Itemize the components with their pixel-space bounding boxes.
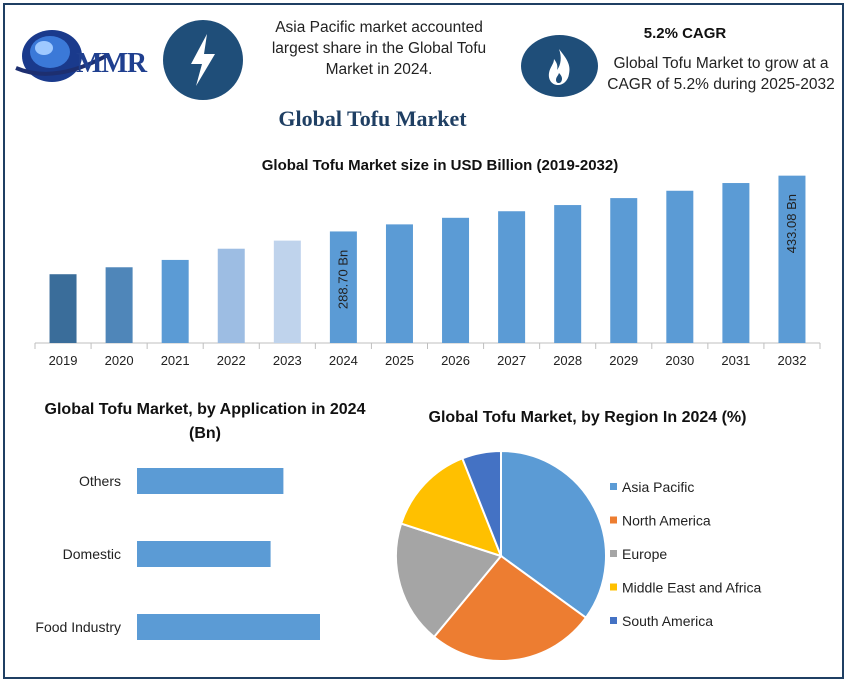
mmr-logo — [14, 22, 159, 84]
x-tick-label: 2029 — [609, 353, 638, 368]
legend-label: Middle East and Africa — [622, 580, 762, 596]
legend-swatch — [610, 483, 617, 490]
bar-2022 — [217, 248, 245, 343]
pie-slice-asia-pacific — [500, 449, 607, 620]
legend-swatch — [610, 550, 617, 557]
bar-2029 — [610, 198, 638, 343]
x-tick-label: 2028 — [553, 353, 582, 368]
page-title: Global Tofu Market — [278, 106, 467, 131]
info2-text: Global Tofu Market to grow at a CAGR of … — [607, 55, 835, 93]
cagr-title: 5.2% CAGR — [643, 25, 727, 42]
bar-2019 — [49, 274, 77, 343]
bar-2026 — [442, 217, 470, 343]
legend-swatch — [610, 617, 617, 624]
legend-label: Europe — [622, 546, 667, 562]
data-label-2024: 288.70 Bn — [335, 250, 350, 309]
pie-slice-europe — [395, 522, 503, 639]
bar-2032 — [778, 175, 806, 343]
region-chart-title: Global Tofu Market, by Region In 2024 (%… — [428, 409, 747, 426]
flame-icon — [521, 35, 598, 97]
bar-2024 — [329, 231, 357, 343]
x-tick-label: 2019 — [49, 353, 78, 368]
application-chart-title: Global Tofu Market, by Application in 20… — [44, 401, 366, 442]
x-tick-label: 2024 — [329, 353, 358, 368]
bar-2030 — [666, 190, 694, 343]
page-frame — [3, 3, 844, 679]
bar-2028 — [554, 205, 582, 343]
legend-swatch — [610, 583, 617, 591]
hbar-label: Others — [79, 473, 121, 489]
x-tick-label: 2025 — [385, 353, 414, 368]
bar-2031 — [722, 183, 750, 343]
hbar-label: Domestic — [63, 546, 121, 562]
hbar-label: Food Industry — [35, 619, 121, 635]
x-tick-label: 2032 — [778, 353, 807, 368]
bar-2025 — [385, 224, 413, 343]
x-tick-label: 2022 — [217, 353, 246, 368]
legend-label: South America — [622, 613, 713, 629]
x-tick-label: 2021 — [161, 353, 190, 368]
x-tick-label: 2027 — [497, 353, 526, 368]
pie-slice-middle-east-and-africa — [399, 457, 503, 558]
bar-2020 — [105, 267, 133, 343]
pie-slice-north-america — [432, 554, 588, 662]
legend-label: North America — [622, 513, 711, 529]
x-tick-label: 2030 — [665, 353, 694, 368]
pie-slice-south-america — [461, 449, 502, 557]
lightning-bolt-icon — [163, 20, 243, 100]
hbar-domestic — [137, 541, 271, 567]
logo-text: MMR — [76, 48, 147, 79]
bar-2027 — [498, 211, 526, 343]
legend-label: Asia Pacific — [622, 479, 694, 495]
x-tick-label: 2031 — [721, 353, 750, 368]
hbar-food-industry — [137, 614, 320, 640]
bar-2023 — [273, 240, 301, 343]
x-tick-label: 2026 — [441, 353, 470, 368]
bar-2021 — [161, 259, 189, 343]
data-label-2032: 433.08 Bn — [784, 194, 799, 253]
x-tick-label: 2020 — [105, 353, 134, 368]
legend-swatch — [610, 516, 617, 524]
info1-text: Asia Pacific market accounted largest sh… — [271, 19, 487, 78]
x-tick-label: 2023 — [273, 353, 302, 368]
hbar-others — [137, 468, 284, 494]
market-size-chart-title: Global Tofu Market size in USD Billion (… — [261, 157, 619, 174]
